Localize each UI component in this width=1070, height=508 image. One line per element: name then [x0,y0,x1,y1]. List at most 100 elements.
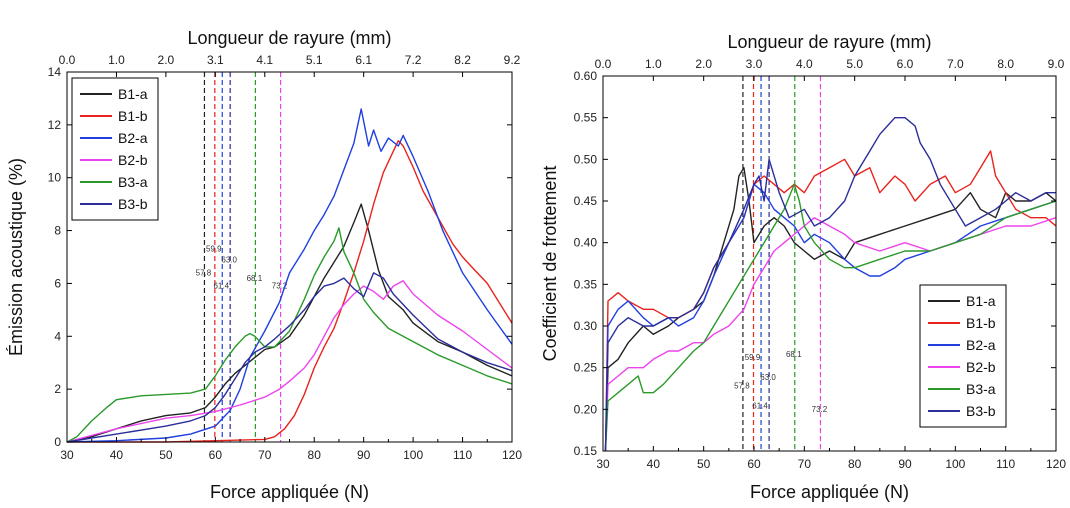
vline-label: 63.0 [221,255,237,264]
x-tick-label: 110 [996,457,1015,471]
y-axis-title: Émission acoustique (%) [6,158,26,356]
y-tick-label: 6 [54,276,61,290]
legend-label: B1-a [966,293,996,309]
x-tick-label: 120 [1046,457,1066,471]
top-x-tick-label: 1.0 [108,53,125,67]
y-tick-label: 0.50 [574,152,598,166]
legend-label: B1-b [966,315,996,331]
y-axis-title: Coefficient de frottement [540,166,560,362]
vline-label: 68.1 [247,274,263,283]
x-tick-label: 50 [159,448,173,462]
y-tick-label: 14 [48,65,62,79]
y-tick-label: 0.15 [574,444,598,458]
y-tick-label: 4 [54,329,61,343]
x-tick-label: 50 [697,457,711,471]
legend-label: B3-b [966,403,996,419]
top-axis-title: Longueur de rayure (mm) [727,32,931,52]
series-line-B1-a [66,203,513,443]
y-tick-label: 0.20 [574,402,598,416]
top-x-tick-label: 4.0 [796,57,813,71]
x-tick-label: 30 [596,457,610,471]
top-x-tick-label: 0.0 [59,53,76,67]
series-line-B3-a [66,227,513,443]
y-tick-label: 2 [54,382,61,396]
y-tick-label: 0 [54,435,61,449]
x-tick-label: 30 [60,448,74,462]
x-tick-label: 90 [898,457,912,471]
top-x-tick-label: 9.2 [504,53,521,67]
top-x-tick-label: 7.2 [405,53,422,67]
vline-label: 59.9 [745,353,761,362]
series-line-B1-b [67,139,513,443]
series-line-B3-b [604,116,1056,452]
x-tick-label: 80 [848,457,862,471]
legend-label: B2-b [118,152,148,168]
legend-label: B2-a [118,130,148,146]
top-x-tick-label: 3.1 [207,53,224,67]
vline-label: 63.0 [760,373,776,382]
legend: B1-a B1-b B2-a B2-b B3-a B3-b [919,284,1007,428]
y-tick-label: 0.60 [574,69,598,83]
top-x-tick-label: 4.1 [256,53,273,67]
y-tick-label: 12 [48,118,62,132]
chart-acoustic-emission: 57.859.961.463.068.173.230 40 50 60 70 80 90 10… [6,28,522,502]
vline-label: 61.4 [213,282,229,291]
vline-label: 57.8 [196,269,212,278]
y-tick-label: 0.55 [574,111,598,125]
vline-label: 57.8 [734,382,750,391]
top-x-tick-label: 0.0 [595,57,612,71]
top-x-tick-label: 6.1 [355,53,372,67]
top-x-tick-label: 3.0 [746,57,763,71]
top-axis-title: Longueur de rayure (mm) [187,28,391,48]
y-tick-label: 0.40 [574,236,598,250]
top-x-tick-label: 8.0 [997,57,1014,71]
vline-label: 73.2 [812,405,828,414]
y-tick-label: 8 [54,224,61,238]
series-line-B1-a [604,166,1057,452]
vline-label: 59.9 [206,245,222,254]
x-tick-label: 120 [502,448,522,462]
x-axis-title: Force appliquée (N) [750,482,909,502]
vline-label: 68.1 [786,350,802,359]
series-line-B3-b [66,272,513,443]
x-tick-label: 80 [308,448,322,462]
legend-label: B2-a [966,337,996,353]
legend-label: B3-a [118,174,148,190]
x-tick-label: 90 [357,448,371,462]
y-tick-label: 0.45 [574,194,598,208]
x-tick-label: 70 [798,457,812,471]
series-line-B2-a [66,108,513,443]
top-x-tick-label: 7.0 [947,57,964,71]
y-tick-label: 0.25 [574,361,598,375]
x-tick-label: 110 [453,448,472,462]
vline-label: 73.2 [272,282,288,291]
legend-label: B1-b [118,108,148,124]
legend: B1-a B1-b B2-a B2-b B3-a B3-b [71,77,159,221]
top-x-tick-label: 8.2 [454,53,471,67]
top-x-tick-label: 2.0 [695,57,712,71]
x-tick-label: 100 [403,448,423,462]
legend-label: B3-a [966,381,996,397]
top-x-tick-label: 1.0 [645,57,662,71]
x-tick-label: 40 [647,457,661,471]
top-x-tick-label: 5.0 [846,57,863,71]
y-tick-label: 0.30 [574,319,598,333]
vline-label: 61.4 [752,402,768,411]
chart-friction-coefficient: 57.8 59.9 61.4 63.0 68.1 73.2 30 40 50 60 70 80 90 10… [540,32,1066,502]
top-x-tick-label: 9.0 [1048,57,1065,71]
x-tick-label: 40 [110,448,124,462]
x-tick-label: 60 [747,457,761,471]
top-x-tick-label: 2.0 [158,53,175,67]
x-tick-label: 70 [258,448,272,462]
x-tick-label: 60 [209,448,223,462]
legend-box [71,77,159,221]
series-line-B3-a [604,183,1057,452]
y-tick-label: 0.35 [574,277,598,291]
legend-label: B2-b [966,359,996,375]
x-tick-label: 100 [945,457,965,471]
y-tick-label: 10 [48,171,62,185]
series-line-B2-b [66,280,513,443]
top-x-tick-label: 5.1 [306,53,323,67]
